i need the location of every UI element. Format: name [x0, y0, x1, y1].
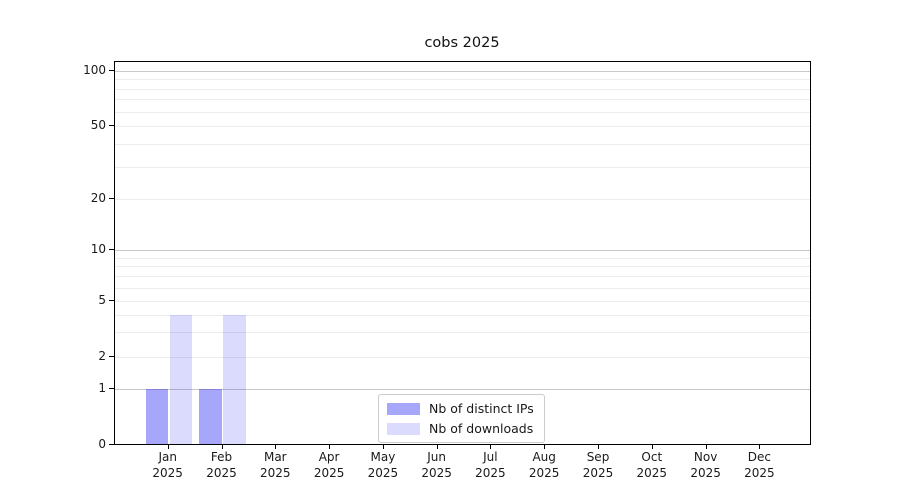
gridline-minor	[115, 332, 810, 334]
gridline-minor	[115, 301, 810, 302]
y-tick-label-50: 50	[90, 118, 106, 132]
y-tick-mark	[109, 300, 114, 301]
y-tick-label-2: 2	[98, 349, 106, 363]
gridline-minor	[115, 357, 810, 358]
y-tick-mark	[109, 198, 114, 199]
y-tick-label-100: 100	[83, 63, 106, 77]
gridline-minor	[115, 126, 810, 127]
gridline-minor	[115, 111, 810, 113]
gridline-minor	[115, 143, 810, 145]
bar-downloads-jan	[169, 314, 192, 444]
plot-area: Nb of distinct IPs Nb of downloads	[114, 61, 811, 445]
bar-distinct-ips-jan	[145, 389, 168, 444]
y-tick-label-1: 1	[98, 381, 106, 395]
x-tick-label-oct: Oct 2025	[636, 450, 668, 480]
gridline-major	[115, 71, 810, 72]
y-tick-mark	[109, 388, 114, 389]
x-tick-mark	[490, 444, 492, 449]
x-tick-label-sep: Sep 2025	[582, 450, 614, 480]
y-tick-mark	[109, 249, 114, 250]
x-tick-label-feb: Feb 2025	[206, 450, 237, 480]
x-tick-mark	[705, 444, 707, 449]
x-tick-mark	[598, 444, 599, 449]
gridline-minor	[115, 88, 810, 90]
gridline-minor	[115, 166, 810, 168]
gridline-minor	[115, 276, 810, 278]
x-tick-mark	[436, 444, 438, 449]
y-tick-label-5: 5	[98, 293, 106, 307]
x-tick-mark	[275, 444, 277, 449]
x-tick-mark	[651, 444, 653, 449]
x-tick-label-jun: Jun 2025	[421, 450, 452, 480]
y-tick-label-10: 10	[90, 242, 106, 256]
legend-label-distinct-ips: Nb of distinct IPs	[429, 401, 534, 416]
x-tick-mark	[544, 444, 546, 449]
legend-row: Nb of distinct IPs	[387, 401, 534, 416]
x-tick-label-may: May 2025	[367, 450, 399, 480]
y-tick-mark	[109, 125, 114, 126]
gridline-minor	[115, 287, 810, 289]
gridline-major	[115, 250, 810, 251]
gridline-minor	[115, 266, 810, 268]
bar-distinct-ips-feb	[199, 389, 222, 444]
x-tick-label-jul: Jul 2025	[475, 450, 506, 480]
y-tick-label-20: 20	[90, 191, 106, 205]
x-tick-mark	[382, 444, 384, 449]
x-tick-mark	[329, 444, 331, 449]
x-tick-mark	[759, 444, 761, 449]
gridline-minor	[115, 314, 810, 316]
y-tick-mark	[109, 443, 114, 445]
y-tick-mark	[109, 356, 114, 357]
gridline-minor	[115, 99, 810, 101]
chart-title: cobs 2025	[424, 35, 500, 51]
bar-downloads-feb	[223, 314, 246, 444]
gridline-minor	[115, 257, 810, 259]
x-tick-label-nov: Nov 2025	[690, 450, 721, 480]
y-tick-label-0: 0	[98, 436, 106, 451]
x-tick-label-aug: Aug 2025	[528, 450, 560, 480]
x-tick-label-dec: Dec 2025	[744, 450, 775, 480]
gridline-minor	[115, 199, 810, 200]
x-tick-mark	[167, 444, 169, 449]
legend-box: Nb of distinct IPs Nb of downloads	[378, 394, 545, 443]
x-tick-label-mar: Mar 2025	[260, 450, 291, 480]
legend-swatch-downloads	[387, 422, 420, 435]
x-tick-mark	[221, 444, 223, 449]
x-tick-label-jan: Jan 2025	[152, 450, 183, 480]
x-tick-label-apr: Apr 2025	[313, 450, 345, 480]
legend-swatch-distinct-ips	[387, 402, 420, 415]
gridline-minor	[115, 79, 810, 81]
y-tick-mark	[109, 70, 114, 71]
legend-row: Nb of downloads	[387, 421, 534, 436]
legend-label-downloads: Nb of downloads	[429, 421, 534, 436]
gridline-major	[115, 389, 810, 390]
